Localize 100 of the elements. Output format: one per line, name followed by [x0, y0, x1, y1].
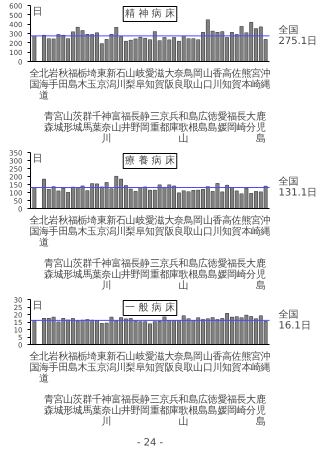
x-tick-label: 京都 — [159, 258, 170, 280]
x-tick-label: 岐阜 — [135, 214, 146, 238]
x-tick-label: 滋賀 — [154, 68, 165, 90]
x-tick-label: 埼玉 — [86, 214, 98, 238]
x-tick-label: 岐阜 — [135, 68, 146, 90]
x-tick-label: 神奈川 — [102, 258, 112, 292]
x-tick-label: 香川 — [212, 350, 222, 374]
x-tick-label: 沖縄 — [260, 68, 271, 90]
x-tick-label: 富山 — [111, 394, 122, 416]
x-tick-label: 奈良 — [174, 352, 184, 374]
x-tick-label: 熊本 — [241, 350, 252, 374]
x-tick-label: 山梨 — [126, 68, 136, 90]
x-tick-label: 鹿児島 — [256, 258, 266, 292]
x-tick-label: 和歌山 — [178, 258, 189, 292]
x-tick-label: 神奈川 — [102, 394, 112, 428]
x-tick-label: 山梨 — [126, 350, 136, 374]
x-tick-label: 熊本 — [241, 68, 252, 90]
x-tick-label: 滋賀 — [154, 350, 165, 374]
x-tick-label: 栃木 — [78, 68, 88, 90]
x-tick-label: 東京 — [96, 350, 107, 374]
x-tick-label: 新潟 — [106, 350, 116, 374]
x-tick-label: 高知 — [222, 350, 232, 374]
x-tick-label: 福島 — [68, 68, 78, 90]
x-tick-label: 福島 — [68, 214, 78, 238]
x-tick-label: 福井 — [120, 258, 131, 280]
x-tick-label: 富山 — [111, 110, 122, 134]
x-tick-label: 石川 — [116, 352, 126, 374]
x-tick-label: 大阪 — [164, 350, 174, 374]
x-tick-label: 宮崎 — [251, 350, 262, 374]
x-tick-label: 福井 — [120, 394, 131, 416]
x-tick-label: 沖縄 — [260, 350, 271, 374]
x-tick-label: 宮城 — [52, 394, 64, 416]
x-tick-label: 長野 — [130, 258, 141, 280]
x-tick-label: 千葉 — [92, 110, 102, 134]
x-tick-label: 岡山 — [193, 216, 204, 238]
ref-line-label: 全国 16.1日 — [278, 308, 311, 332]
x-tick-label: 青森 — [44, 258, 54, 280]
x-tick-label: 福島 — [68, 350, 78, 374]
x-tick-label: 愛媛 — [217, 258, 228, 280]
x-tick-label: 愛知 — [145, 68, 155, 90]
x-tick-label: 愛媛 — [217, 110, 228, 134]
x-tick-label: 徳島 — [208, 394, 218, 416]
x-tick-label: 静岡 — [140, 258, 150, 280]
x-tick-label: 岡山 — [193, 68, 204, 90]
x-tick-label: 京都 — [159, 110, 170, 134]
x-tick-label: 大阪 — [164, 214, 174, 238]
x-tick-label: 富山 — [111, 258, 122, 280]
x-tick-label: 大分 — [246, 110, 256, 134]
x-tick-label: 秋田 — [58, 214, 68, 238]
bar — [32, 36, 36, 62]
x-tick-label: 三重 — [150, 258, 160, 280]
x-tick-label: 石川 — [116, 68, 126, 90]
ref-line-label: 全国 275.1日 — [278, 24, 318, 47]
y-axis-title: 日 — [32, 154, 42, 164]
x-tick-label: 東京 — [96, 68, 107, 90]
x-tick-label: 新潟 — [106, 214, 116, 238]
x-tick-label: 宮城 — [52, 258, 64, 280]
x-tick-label: 埼玉 — [86, 350, 98, 374]
x-tick-label: 北海道 — [38, 350, 49, 384]
x-tick-label: 全国 — [29, 214, 40, 238]
x-tick-label: 山形 — [63, 258, 74, 280]
x-tick-label: 京都 — [159, 394, 170, 416]
x-tick-label: 長崎 — [236, 258, 247, 280]
chart-title: 一 般 病 床 — [125, 302, 175, 314]
x-tick-label: 香川 — [212, 68, 222, 90]
x-tick-label: 岩手 — [48, 350, 59, 374]
x-tick-label: 島根 — [188, 258, 198, 280]
x-tick-label: 佐賀 — [232, 216, 242, 238]
x-tick-label: 徳島 — [208, 258, 218, 280]
x-tick-label: 鹿児島 — [256, 110, 266, 144]
x-tick-label: 埼玉 — [86, 68, 98, 90]
x-tick-label: 栃木 — [78, 350, 88, 374]
x-tick-label: 長崎 — [236, 112, 247, 134]
x-tick-label: 秋田 — [58, 350, 68, 374]
bar — [32, 320, 36, 344]
x-tick-label: 群馬 — [81, 110, 92, 134]
x-tick-label: 和歌山 — [178, 110, 189, 144]
x-tick-label: 宮城 — [52, 110, 64, 134]
x-tick-label: 愛媛 — [217, 394, 228, 416]
x-tick-label: 広島 — [198, 394, 208, 416]
x-tick-label: 千葉 — [92, 394, 102, 416]
x-tick-label: 群馬 — [81, 394, 92, 416]
x-tick-label: 山口 — [202, 68, 213, 90]
x-tick-label: 北海道 — [38, 214, 49, 248]
x-tick-label: 岩手 — [48, 68, 59, 90]
x-tick-label: 長崎 — [236, 394, 247, 416]
x-tick-label: 宮崎 — [251, 214, 262, 238]
x-tick-label: 広島 — [198, 110, 208, 134]
chart-title: 療 養 病 床 — [125, 154, 175, 166]
x-tick-label: 茨城 — [72, 110, 83, 134]
x-tick-label: 佐賀 — [232, 352, 242, 374]
x-tick-label: 静岡 — [140, 110, 150, 134]
x-tick-label: 山口 — [202, 214, 213, 238]
ref-line-label: 全国 131.1日 — [278, 176, 318, 199]
x-tick-label: 茨城 — [72, 258, 83, 280]
x-tick-label: 石川 — [116, 216, 126, 238]
text: - 24 - — [136, 438, 164, 448]
x-tick-label: 群馬 — [81, 258, 92, 280]
x-tick-label: 三重 — [150, 394, 160, 416]
x-tick-label: 岐阜 — [135, 350, 146, 374]
